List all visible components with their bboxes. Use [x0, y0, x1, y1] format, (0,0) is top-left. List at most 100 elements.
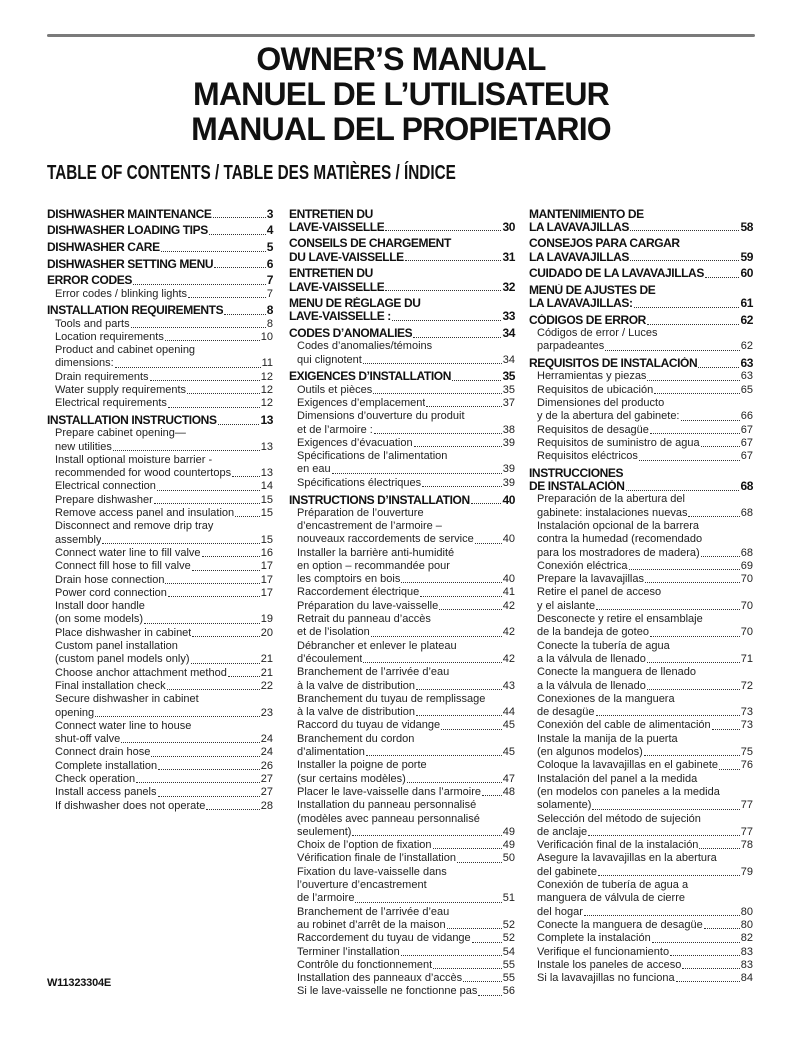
toc-subsection-entry[interactable]: Choose anchor attachment method 21: [47, 667, 273, 680]
toc-subsection-entry[interactable]: Final installation check 22: [47, 680, 273, 693]
toc-section-entry[interactable]: CONSEJOS PARA CARGAR LA LAVAVAJILLAS 59: [529, 237, 753, 263]
toc-subsection-entry[interactable]: Complete la instalación 82: [529, 932, 753, 945]
toc-section-entry[interactable]: REQUISITOS DE INSTALACIÓN 63: [529, 357, 753, 370]
toc-subsection-entry[interactable]: Verificación final de la instalación 78: [529, 839, 753, 852]
toc-subsection-entry[interactable]: Coloque la lavavajillas en el gabinete 76: [529, 759, 753, 772]
toc-subsection-entry[interactable]: Install door handle (on some models) 19: [47, 600, 273, 627]
toc-subsection-entry[interactable]: Si la lavavajillas no funciona 84: [529, 972, 753, 985]
toc-subsection-entry[interactable]: Conexión de tubería de agua a manguera de…: [529, 879, 753, 919]
toc-subsection-entry[interactable]: Vérification finale de l’installation 50: [289, 852, 515, 865]
toc-subsection-entry[interactable]: Secure dishwasher in cabinet opening 23: [47, 693, 273, 720]
toc-subsection-entry[interactable]: Choix de l’option de fixation 49: [289, 839, 515, 852]
toc-subsection-entry[interactable]: Dimensiones del producto y de la abertura…: [529, 397, 753, 424]
toc-subsection-entry[interactable]: Selección del método de sujeción de ancla…: [529, 813, 753, 840]
toc-subsection-entry[interactable]: Branchement du cordon d’alimentation 45: [289, 733, 515, 760]
toc-subsection-entry[interactable]: Installation des panneaux d’accès 55: [289, 972, 515, 985]
toc-subsection-entry[interactable]: Tools and parts 8: [47, 318, 273, 331]
toc-subsection-entry[interactable]: Water supply requirements 12: [47, 384, 273, 397]
toc-subsection-entry[interactable]: Dimensions d’ouverture du produit et de l…: [289, 410, 515, 437]
toc-subsection-entry[interactable]: Connect fill hose to fill valve 17: [47, 560, 273, 573]
toc-subsection-entry[interactable]: Instale los paneles de acceso 83: [529, 959, 753, 972]
toc-subsection-entry[interactable]: Check operation 27: [47, 773, 273, 786]
toc-subsection-entry[interactable]: Product and cabinet opening dimensions: 11: [47, 344, 273, 371]
toc-subsection-entry[interactable]: Instalación opcional de la barrera contra…: [529, 520, 753, 560]
toc-subsection-entry[interactable]: Installation du panneau personnalisé (mod…: [289, 799, 515, 839]
toc-section-entry[interactable]: MENÚ DE AJUSTES DE LA LAVAVAJILLAS: 61: [529, 284, 753, 310]
toc-section-entry[interactable]: INSTRUCTIONS D’INSTALLATION 40: [289, 493, 515, 507]
toc-subsection-entry[interactable]: Raccordement du tuyau de vidange 52: [289, 932, 515, 945]
toc-section-entry[interactable]: INSTRUCCIONES DE INSTALACIÓN 68: [529, 467, 753, 493]
toc-subsection-entry[interactable]: Requisitos de desagüe 67: [529, 424, 753, 437]
toc-subsection-entry[interactable]: Branchement du tuyau de remplissage à la …: [289, 693, 515, 720]
toc-section-entry[interactable]: CODES D’ANOMALIES 34: [289, 326, 515, 340]
toc-subsection-entry[interactable]: Verifique el funcionamiento 83: [529, 946, 753, 959]
toc-subsection-entry[interactable]: Custom panel installation (custom panel m…: [47, 640, 273, 667]
toc-subsection-entry[interactable]: Asegure la lavavajillas en la abertura de…: [529, 852, 753, 879]
toc-section-entry[interactable]: DISHWASHER MAINTENANCE 3: [47, 207, 273, 221]
toc-subsection-entry[interactable]: Retrait du panneau d’accès et de l’isolat…: [289, 613, 515, 640]
toc-subsection-entry[interactable]: Electrical connection 14: [47, 480, 273, 493]
toc-subsection-entry[interactable]: Connect water line to fill valve 16: [47, 547, 273, 560]
toc-subsection-entry[interactable]: Conecte la manguera de desagüe 80: [529, 919, 753, 932]
toc-subsection-entry[interactable]: Prepare la lavavajillas 70: [529, 573, 753, 586]
toc-subsection-entry[interactable]: Si le lave-vaisselle ne fonctionne pas 56: [289, 985, 515, 998]
toc-subsection-entry[interactable]: Preparación de la abertura del gabinete: …: [529, 493, 753, 520]
toc-subsection-entry[interactable]: Location requirements 10: [47, 331, 273, 344]
toc-subsection-entry[interactable]: Fixation du lave-vaisselle dans l’ouvertu…: [289, 866, 515, 906]
toc-subsection-entry[interactable]: Terminer l’installation 54: [289, 946, 515, 959]
toc-section-entry[interactable]: INSTALLATION REQUIREMENTS 8: [47, 304, 273, 317]
toc-subsection-entry[interactable]: Prepare cabinet opening— new utilities 13: [47, 427, 273, 454]
toc-subsection-entry[interactable]: Drain hose connection 17: [47, 574, 273, 587]
toc-subsection-entry[interactable]: Conecte la tubería de agua a la válvula d…: [529, 640, 753, 667]
toc-subsection-entry[interactable]: Raccordement électrique 41: [289, 586, 515, 599]
toc-section-entry[interactable]: MENU DE RÉGLAGE DU LAVE-VAISSELLE : 33: [289, 297, 515, 323]
toc-subsection-entry[interactable]: Spécifications de l’alimentation en eau 39: [289, 450, 515, 477]
toc-subsection-entry[interactable]: Prepare dishwasher 15: [47, 494, 273, 507]
toc-subsection-entry[interactable]: Spécifications électriques 39: [289, 477, 515, 490]
toc-subsection-entry[interactable]: Power cord connection 17: [47, 587, 273, 600]
toc-subsection-entry[interactable]: Drain requirements 12: [47, 371, 273, 384]
toc-subsection-entry[interactable]: Error codes / blinking lights 7: [47, 288, 273, 301]
toc-subsection-entry[interactable]: Débrancher et enlever le plateau d’écoule…: [289, 640, 515, 667]
toc-subsection-entry[interactable]: Exigences d’évacuation 39: [289, 437, 515, 450]
toc-section-entry[interactable]: DISHWASHER LOADING TIPS 4: [47, 224, 273, 237]
toc-subsection-entry[interactable]: Install optional moisture barrier - recom…: [47, 454, 273, 481]
toc-subsection-entry[interactable]: If dishwasher does not operate 28: [47, 800, 273, 813]
toc-subsection-entry[interactable]: Préparation de l’ouverture d’encastrement…: [289, 507, 515, 547]
toc-subsection-entry[interactable]: Electrical requirements 12: [47, 397, 273, 410]
toc-subsection-entry[interactable]: Conexión del cable de alimentación 73: [529, 719, 753, 732]
toc-subsection-entry[interactable]: Instale la manija de la puerta (en alguno…: [529, 733, 753, 760]
toc-section-entry[interactable]: CUIDADO DE LA LAVAVAJILLAS 60: [529, 267, 753, 280]
toc-subsection-entry[interactable]: Conecte la manguera de llenado a la válvu…: [529, 666, 753, 693]
toc-subsection-entry[interactable]: Requisitos de ubicación 65: [529, 384, 753, 397]
toc-subsection-entry[interactable]: Exigences d’emplacement 37: [289, 397, 515, 410]
toc-subsection-entry[interactable]: Codes d’anomalies/témoins qui clignotent 3…: [289, 340, 515, 367]
toc-section-entry[interactable]: CONSEILS DE CHARGEMENT DU LAVE-VAISSELLE 3…: [289, 237, 515, 263]
toc-subsection-entry[interactable]: Desconecte y retire el ensamblaje de la b…: [529, 613, 753, 640]
toc-section-entry[interactable]: MANTENIMIENTO DE LA LAVAVAJILLAS 58: [529, 208, 753, 234]
toc-subsection-entry[interactable]: Requisitos eléctricos 67: [529, 450, 753, 463]
toc-subsection-entry[interactable]: Branchement de l’arrivée d’eau à la valve…: [289, 666, 515, 693]
toc-section-entry[interactable]: CÓDIGOS DE ERROR 62: [529, 313, 753, 327]
toc-subsection-entry[interactable]: Disconnect and remove drip tray assembly 1…: [47, 520, 273, 547]
toc-subsection-entry[interactable]: Complete installation 26: [47, 760, 273, 773]
toc-subsection-entry[interactable]: Requisitos de suministro de agua 67: [529, 437, 753, 450]
toc-subsection-entry[interactable]: Contrôle du fonctionnement 55: [289, 959, 515, 972]
toc-subsection-entry[interactable]: Installer la poigne de porte (sur certain…: [289, 759, 515, 786]
toc-section-entry[interactable]: ENTRETIEN DU LAVE-VAISSELLE 30: [289, 208, 515, 234]
toc-section-entry[interactable]: DISHWASHER CARE 5: [47, 240, 273, 254]
toc-subsection-entry[interactable]: Install access panels 27: [47, 786, 273, 799]
toc-subsection-entry[interactable]: Raccord du tuyau de vidange 45: [289, 719, 515, 732]
toc-subsection-entry[interactable]: Installer la barrière anti-humidité en op…: [289, 547, 515, 587]
toc-subsection-entry[interactable]: Connect water line to house shut-off valv…: [47, 720, 273, 747]
toc-subsection-entry[interactable]: Códigos de error / Luces parpadeantes 62: [529, 327, 753, 354]
toc-section-entry[interactable]: ERROR CODES 7: [47, 274, 273, 287]
toc-section-entry[interactable]: EXIGENCES D’INSTALLATION 35: [289, 370, 515, 383]
toc-subsection-entry[interactable]: Connect drain hose 24: [47, 746, 273, 759]
toc-section-entry[interactable]: DISHWASHER SETTING MENU 6: [47, 257, 273, 271]
toc-section-entry[interactable]: INSTALLATION INSTRUCTIONS 13: [47, 413, 273, 427]
toc-subsection-entry[interactable]: Conexiones de la manguera de desagüe 73: [529, 693, 753, 720]
toc-subsection-entry[interactable]: Retire el panel de acceso y el aislante 70: [529, 586, 753, 613]
toc-subsection-entry[interactable]: Placer le lave-vaisselle dans l’armoire 4…: [289, 786, 515, 799]
toc-subsection-entry[interactable]: Branchement de l’arrivée d’eau au robinet…: [289, 906, 515, 933]
